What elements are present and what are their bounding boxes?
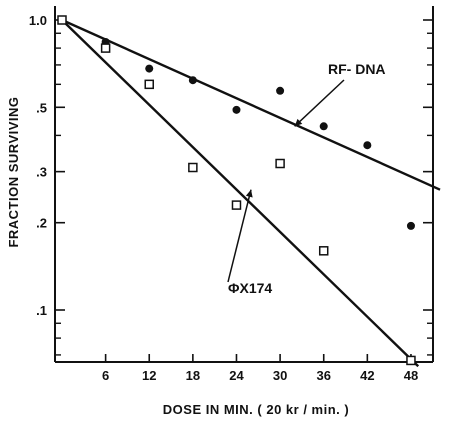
x-tick-label: 48	[404, 368, 418, 383]
y-tick-label: .3	[36, 165, 47, 180]
data-point-phix174	[406, 355, 416, 366]
y-tick-label: .5	[36, 100, 47, 115]
y-tick-label: .1	[36, 303, 47, 318]
fit-lines	[61, 18, 441, 368]
fit-line-rf-dna	[61, 18, 441, 191]
x-tick-label: 6	[102, 368, 109, 383]
data-point-phix174	[144, 79, 154, 90]
data-point-rf-dna	[406, 221, 415, 230]
x-tick-label: 24	[229, 368, 244, 383]
x-tick-label: 30	[273, 368, 287, 383]
data-point-rf-dna	[145, 64, 154, 73]
x-tick-label: 18	[186, 368, 200, 383]
data-points	[57, 15, 416, 366]
annotations: RF- DNA ΦX174	[227, 61, 386, 296]
x-axis-title: DOSE IN MIN. ( 20 kr / min. )	[163, 402, 349, 417]
y-axis-title: FRACTION SURVIVING	[6, 96, 21, 247]
x-tick-label: 36	[316, 368, 330, 383]
axes	[54, 6, 434, 363]
data-point-rf-dna	[188, 76, 197, 85]
x-tick-label: 12	[142, 368, 156, 383]
data-point-phix174	[318, 246, 329, 256]
data-point-phix174	[188, 162, 198, 173]
x-tick-label: 42	[360, 368, 374, 383]
annotation-label: RF- DNA	[328, 61, 386, 77]
fit-line-phix174	[61, 19, 420, 368]
data-point-rf-dna	[232, 105, 241, 114]
annotation-arrow	[227, 189, 252, 283]
y-tick-label: 1.0	[29, 13, 47, 28]
data-point-phix174	[100, 43, 111, 53]
annotation-arrowhead	[294, 118, 303, 127]
data-point-rf-dna	[319, 122, 328, 131]
data-point-phix174	[275, 158, 285, 169]
y-tick-label: .2	[36, 216, 47, 231]
annotation-label: ΦX174	[228, 280, 272, 296]
data-point-phix174	[57, 15, 67, 25]
data-point-rf-dna	[276, 86, 285, 95]
annotation-arrow	[294, 79, 345, 127]
data-point-phix174	[231, 200, 242, 210]
data-point-rf-dna	[363, 141, 372, 150]
ticks: 6 12 18 24 30 36 42 48 1.0 .5 .3 .2 .1	[29, 13, 433, 383]
annotation-arrowhead	[245, 189, 253, 198]
